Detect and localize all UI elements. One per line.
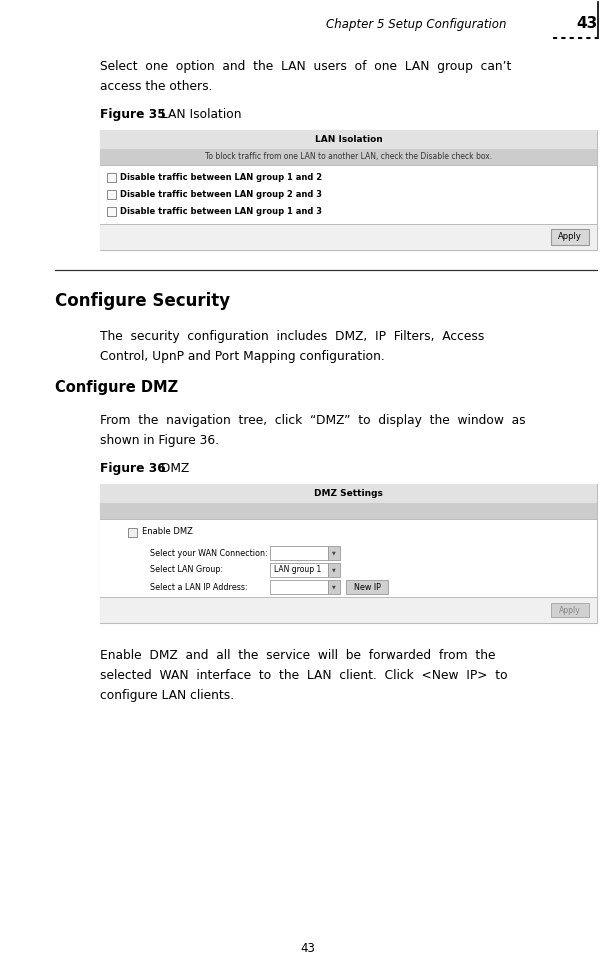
Text: Select your WAN Connection:: Select your WAN Connection: [150,548,268,558]
Bar [100,130,597,149]
Text: LAN Isolation: LAN Isolation [315,135,383,144]
Text: To block traffic from one LAN to another LAN, check the Disable check box.: To block traffic from one LAN to another… [205,152,492,161]
Bar [551,229,589,245]
Text: 43: 43 [300,942,315,955]
Text: access the others.: access the others. [100,80,213,93]
Bar [346,580,388,594]
Text: ▼: ▼ [332,550,336,556]
Text: selected  WAN  interface  to  the  LAN  client.  Click  <New  IP>  to: selected WAN interface to the LAN client… [100,669,507,682]
Text: Enable  DMZ  and  all  the  service  will  be  forwarded  from  the: Enable DMZ and all the service will be f… [100,649,496,662]
Bar [100,130,597,250]
Text: DMZ: DMZ [157,462,189,475]
Bar [100,484,597,503]
Bar [107,190,116,199]
Bar [128,528,137,537]
Text: Control, UpnP and Port Mapping configuration.: Control, UpnP and Port Mapping configura… [100,350,385,363]
Bar [328,563,340,577]
Text: LAN group 1: LAN group 1 [274,565,321,574]
Text: Figure 35: Figure 35 [100,108,166,121]
Text: Enable DMZ: Enable DMZ [142,528,193,537]
Text: Chapter 5 Setup Configuration: Chapter 5 Setup Configuration [327,18,507,31]
Bar [100,224,597,250]
Bar [100,519,597,597]
Text: configure LAN clients.: configure LAN clients. [100,689,234,702]
Text: Apply: Apply [558,233,582,241]
Text: The  security  configuration  includes  DMZ,  IP  Filters,  Access: The security configuration includes DMZ,… [100,330,485,343]
Text: Configure Security: Configure Security [55,292,230,310]
Bar [100,484,597,623]
Bar [100,503,597,519]
Bar [270,580,328,594]
Text: Disable traffic between LAN group 1 and 2: Disable traffic between LAN group 1 and … [120,173,322,182]
Text: Apply: Apply [559,605,581,615]
Text: Configure DMZ: Configure DMZ [55,380,178,395]
Text: New IP: New IP [354,583,381,592]
Text: From  the  navigation  tree,  click  “DMZ”  to  display  the  window  as: From the navigation tree, click “DMZ” to… [100,414,526,427]
Text: Select LAN Group:: Select LAN Group: [150,565,223,574]
Bar [107,207,116,216]
Bar [100,165,597,224]
Bar [107,173,116,182]
Text: LAN Isolation: LAN Isolation [157,108,242,121]
Text: DMZ Settings: DMZ Settings [314,489,383,498]
Bar [551,603,589,617]
Text: Select  one  option  and  the  LAN  users  of  one  LAN  group  can’t: Select one option and the LAN users of o… [100,60,512,73]
Text: Disable traffic between LAN group 1 and 3: Disable traffic between LAN group 1 and … [120,207,322,216]
Text: Disable traffic between LAN group 2 and 3: Disable traffic between LAN group 2 and … [120,190,322,199]
Text: Select a LAN IP Address:: Select a LAN IP Address: [150,583,248,592]
Text: Figure 36: Figure 36 [100,462,166,475]
Bar [328,546,340,560]
Bar [100,149,597,165]
Text: shown in Figure 36.: shown in Figure 36. [100,434,219,447]
Text: ▼: ▼ [332,567,336,572]
Text: 43: 43 [576,16,598,31]
Bar [270,546,328,560]
Bar [100,597,597,623]
Text: ▼: ▼ [332,585,336,590]
Bar [328,580,340,594]
Bar [270,563,328,577]
